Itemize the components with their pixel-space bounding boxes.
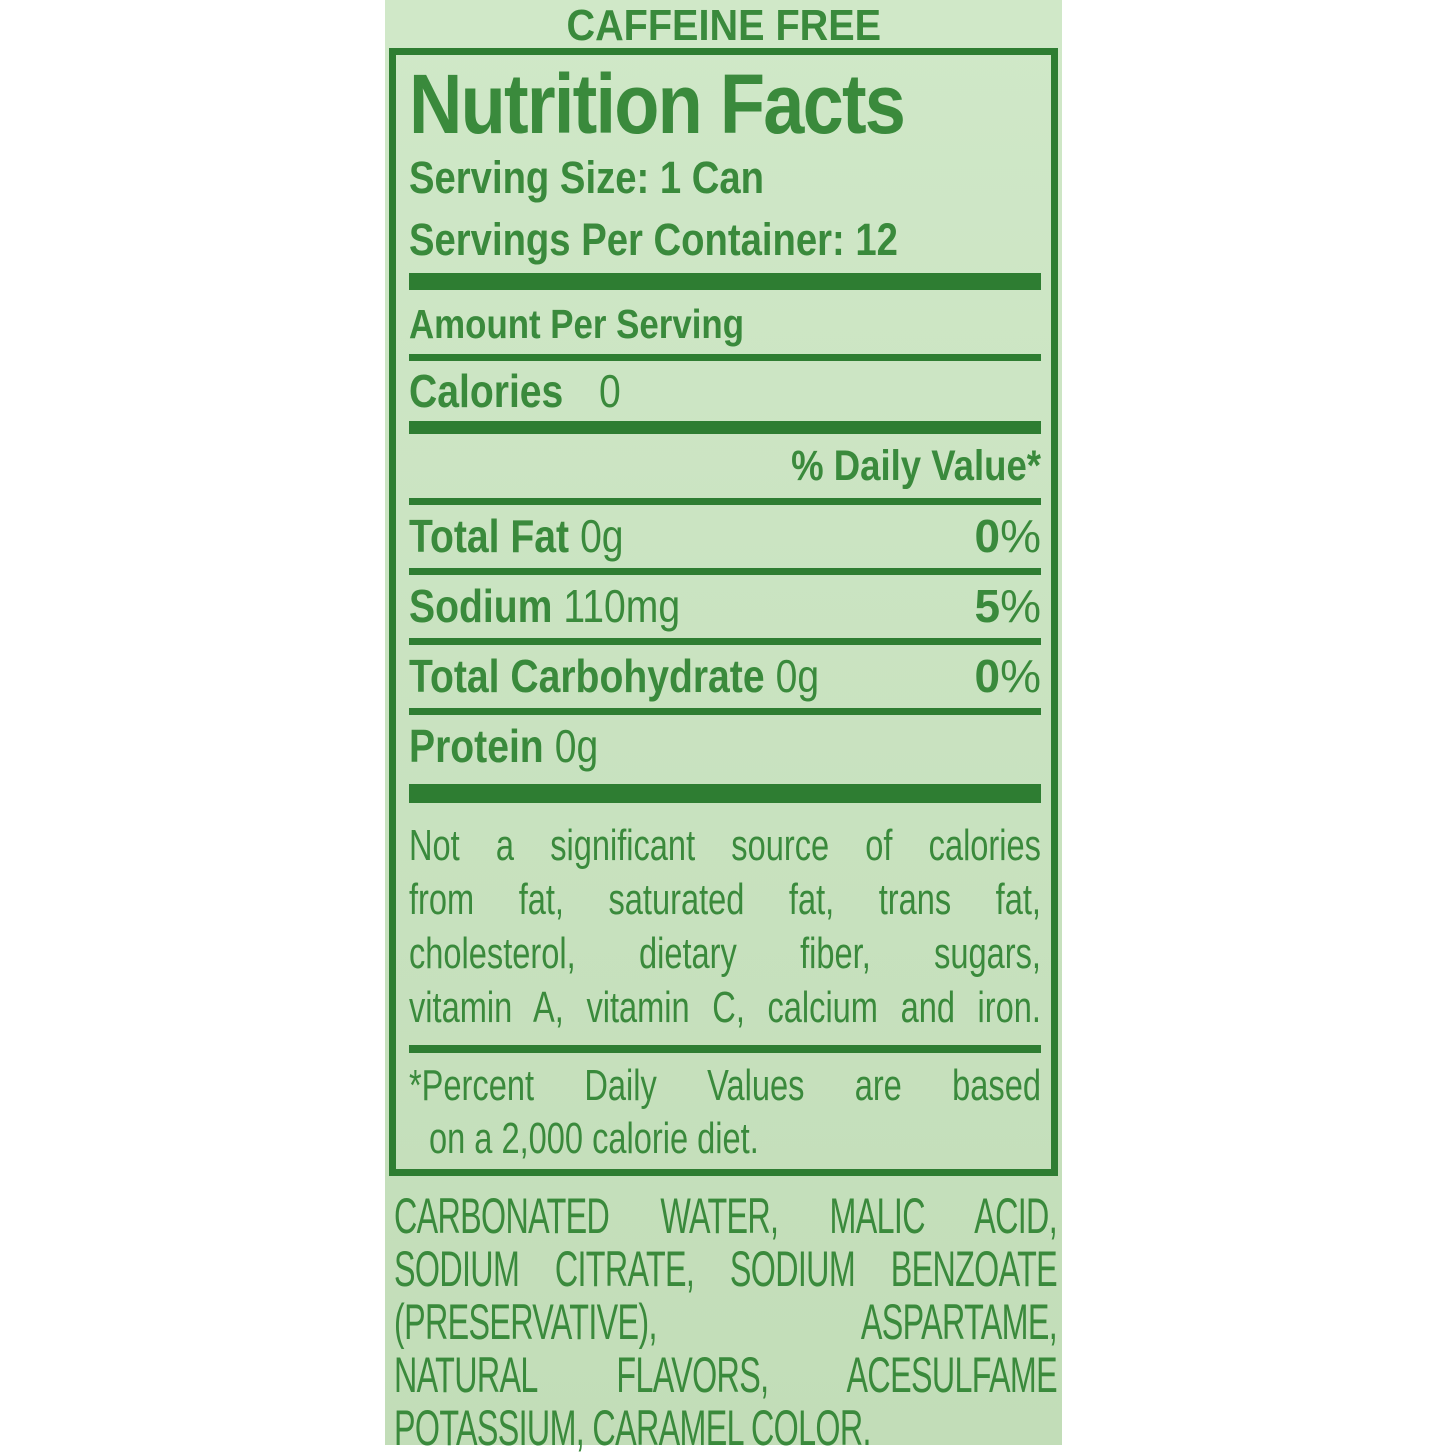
ingredients-line: SODIUM CITRATE, SODIUM BENZOATE [394, 1243, 1058, 1296]
disclaimer-paragraph: Not a significant source of calories fro… [409, 819, 1041, 1035]
daily-value-header: % Daily Value* [791, 442, 1041, 490]
label-panel: CAFFEINE FREE Nutrition Facts Serving Si… [385, 0, 1062, 1455]
separator-rule [409, 568, 1041, 575]
separator-rule [409, 708, 1041, 715]
nutrition-facts-title: Nutrition Facts [409, 57, 906, 151]
disclaimer-line: vitamin A, vitamin C, calcium and iron. [409, 983, 1041, 1032]
nutrient-amount: 0g [775, 650, 820, 702]
calories-row: Calories 0 [409, 361, 1041, 421]
thick-separator-bar [409, 421, 1041, 434]
separator-rule [409, 498, 1041, 505]
thick-separator-bar [409, 273, 1041, 290]
thick-separator-bar [409, 784, 1041, 803]
caffeine-free-header: CAFFEINE FREE [385, 0, 1062, 50]
amount-per-serving-header: Amount Per Serving [409, 301, 745, 347]
disclaimer-line: from fat, saturated fat, trans fat, [409, 875, 1041, 924]
nutrient-row-total-carbohydrate: Total Carbohydrate 0g 0% [409, 645, 1041, 708]
disclaimer-line: cholesterol, dietary fiber, sugars, [409, 929, 1041, 978]
separator-rule [409, 1045, 1041, 1053]
nutrient-name: Total Fat [409, 510, 570, 562]
serving-size: Serving Size: 1 Can [409, 152, 764, 203]
nutrient-row-protein: Protein 0g [409, 715, 1041, 778]
nutrition-facts-box: Nutrition Facts Serving Size: 1 Can Serv… [389, 48, 1058, 1176]
nutrient-name: Protein [409, 720, 544, 772]
separator-rule [409, 638, 1041, 645]
nutrient-daily-value: 0% [974, 650, 1042, 702]
nutrient-name: Sodium [409, 580, 553, 632]
ingredients-line: NATURAL FLAVORS, ACESULFAME [394, 1349, 1058, 1402]
nutrient-amount: 0g [580, 510, 624, 562]
nutrient-name: Total Carbohydrate [409, 650, 765, 702]
footnote-line: on a 2,000 calorie diet. [428, 1114, 759, 1163]
nutrient-row-sodium: Sodium 110mg 5% [409, 575, 1041, 638]
nutrient-amount: 0g [554, 720, 599, 772]
ingredients-list: CARBONATED WATER, MALIC ACID, SODIUM CIT… [394, 1190, 1057, 1455]
ingredients-line: (PRESERVATIVE), ASPARTAME, [394, 1296, 1058, 1349]
ingredients-line: POTASSIUM, CARAMEL COLOR. [394, 1402, 871, 1455]
nutrient-daily-value: 0% [974, 510, 1042, 562]
servings-per-container: Servings Per Container: 12 [409, 214, 898, 265]
calories-label: Calories [409, 365, 564, 417]
footnote: *Percent Daily Values are based on a 2,0… [409, 1059, 1041, 1165]
footnote-line: *Percent Daily Values are based [409, 1061, 1041, 1110]
nutrient-row-total-fat: Total Fat 0g 0% [409, 505, 1041, 568]
nutrient-amount: 110mg [563, 580, 681, 632]
nutrient-daily-value: 5% [974, 580, 1042, 632]
caffeine-free-text: CAFFEINE FREE [566, 1, 881, 50]
separator-rule [409, 354, 1041, 361]
calories-value: 0 [599, 365, 621, 417]
ingredients-line: CARBONATED WATER, MALIC ACID, [394, 1190, 1058, 1243]
disclaimer-line: Not a significant source of calories [409, 821, 1041, 870]
